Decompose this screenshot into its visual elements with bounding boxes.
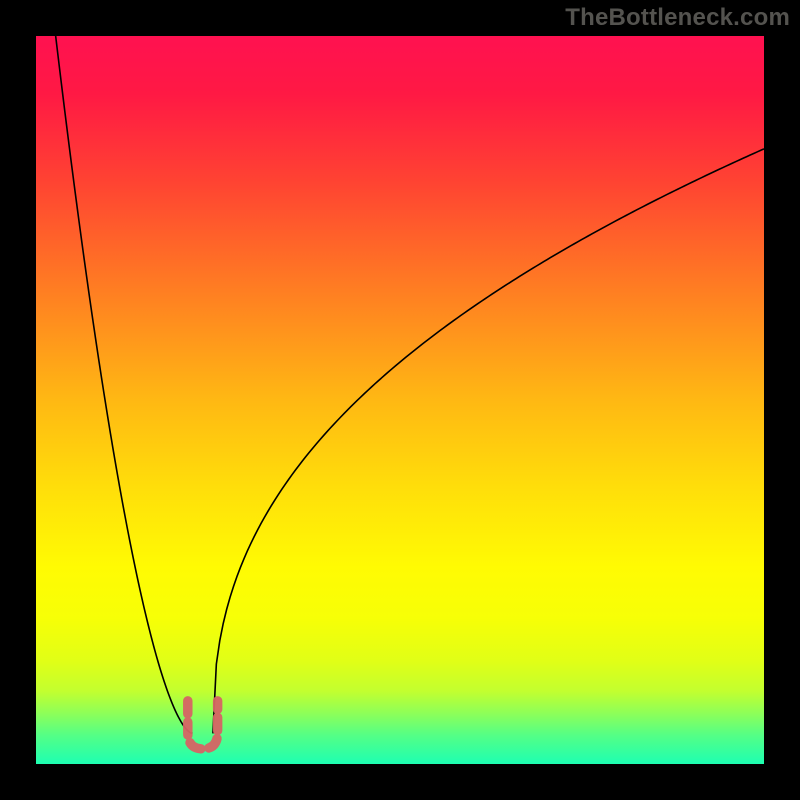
bottleneck-chart [36,36,764,764]
gradient-background [36,36,764,764]
watermark-text: TheBottleneck.com [565,4,790,32]
chart-frame: TheBottleneck.com [0,0,800,800]
